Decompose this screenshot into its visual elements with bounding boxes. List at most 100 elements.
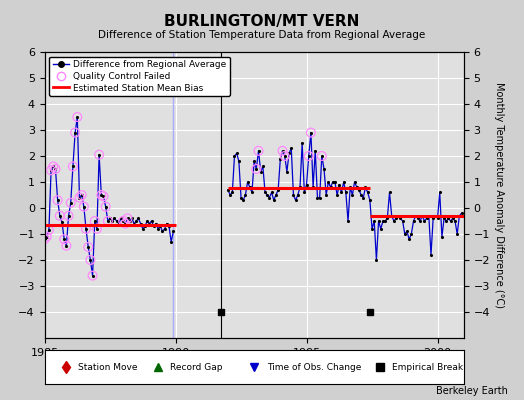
Point: [309, 184, 317, 190]
Point: [438, 233, 446, 240]
Point: [403, 228, 411, 234]
Point: [304, 153, 313, 159]
Point: [73, 114, 82, 120]
Point: [145, 220, 154, 227]
Point: [167, 238, 176, 245]
Point: [112, 218, 121, 224]
Point: [158, 228, 167, 234]
Point: [95, 152, 103, 158]
Point: [128, 215, 136, 222]
Point: [51, 166, 60, 172]
Point: [130, 220, 138, 227]
Point: [300, 189, 309, 196]
Point: [401, 231, 409, 237]
Point: [84, 244, 92, 250]
Point: [117, 215, 125, 222]
Point: [49, 163, 58, 170]
Point: [318, 153, 326, 159]
Point: [86, 257, 94, 263]
Point: [69, 163, 77, 170]
Text: Record Gap: Record Gap: [170, 362, 223, 372]
Point: [276, 155, 285, 162]
Point: [442, 218, 451, 224]
Point: [248, 189, 256, 196]
Point: [351, 179, 359, 185]
Point: [326, 184, 335, 190]
Point: [457, 210, 466, 216]
Point: [121, 220, 129, 227]
Point: [132, 218, 140, 224]
Point: [302, 182, 311, 188]
Point: [40, 236, 49, 242]
Point: [296, 184, 304, 190]
Point: [136, 220, 145, 227]
Point: [353, 184, 361, 190]
Point: [126, 218, 134, 224]
Point: [106, 215, 114, 222]
Point: [263, 192, 271, 198]
Point: [311, 148, 320, 154]
Point: [394, 213, 402, 219]
Point: [272, 192, 280, 198]
Point: [377, 226, 385, 232]
Point: [71, 130, 79, 136]
Point: [78, 192, 86, 198]
Point: [250, 158, 258, 164]
Text: Station Move: Station Move: [78, 362, 138, 372]
Point: [224, 186, 232, 193]
Point: [440, 215, 448, 222]
Legend: Difference from Regional Average, Quality Control Failed, Estimated Station Mean: Difference from Regional Average, Qualit…: [49, 56, 230, 96]
Point: [385, 189, 394, 196]
Point: [99, 193, 107, 200]
Point: [357, 192, 365, 198]
Point: [53, 197, 62, 203]
Point: [160, 226, 169, 232]
Point: [344, 218, 352, 224]
Point: [239, 197, 247, 203]
Point: [435, 189, 444, 196]
Point: [104, 218, 112, 224]
Point: [320, 166, 328, 172]
Point: [304, 153, 313, 159]
Point: [115, 220, 123, 227]
Text: Empirical Break: Empirical Break: [392, 362, 464, 372]
Point: [84, 244, 92, 250]
Point: [56, 213, 64, 219]
Point: [398, 218, 407, 224]
Point: [261, 189, 269, 196]
Point: [228, 189, 236, 196]
Point: [368, 226, 376, 232]
Point: [324, 179, 333, 185]
Point: [383, 215, 391, 222]
Point: [64, 213, 73, 219]
Point: [252, 166, 260, 172]
Point: [257, 168, 265, 175]
Point: [331, 179, 339, 185]
Point: [259, 163, 267, 170]
Point: [335, 182, 344, 188]
Point: [405, 236, 413, 242]
Point: [307, 130, 315, 136]
Point: [282, 168, 291, 175]
Point: [93, 226, 101, 232]
Point: [246, 184, 254, 190]
Point: [451, 218, 459, 224]
Point: [287, 145, 296, 151]
Point: [82, 226, 90, 232]
Point: [359, 194, 367, 201]
Point: [154, 226, 162, 232]
Point: [78, 192, 86, 198]
Point: [151, 220, 160, 227]
Point: [169, 228, 178, 234]
Point: [455, 213, 464, 219]
Point: [420, 218, 429, 224]
Point: [97, 192, 105, 198]
Point: [409, 218, 418, 224]
Point: [67, 200, 75, 206]
Point: [45, 227, 53, 233]
Point: [42, 233, 51, 240]
Text: Time of Obs. Change: Time of Obs. Change: [267, 362, 361, 372]
Point: [361, 184, 369, 190]
Point: [416, 218, 424, 224]
Point: [141, 223, 149, 229]
